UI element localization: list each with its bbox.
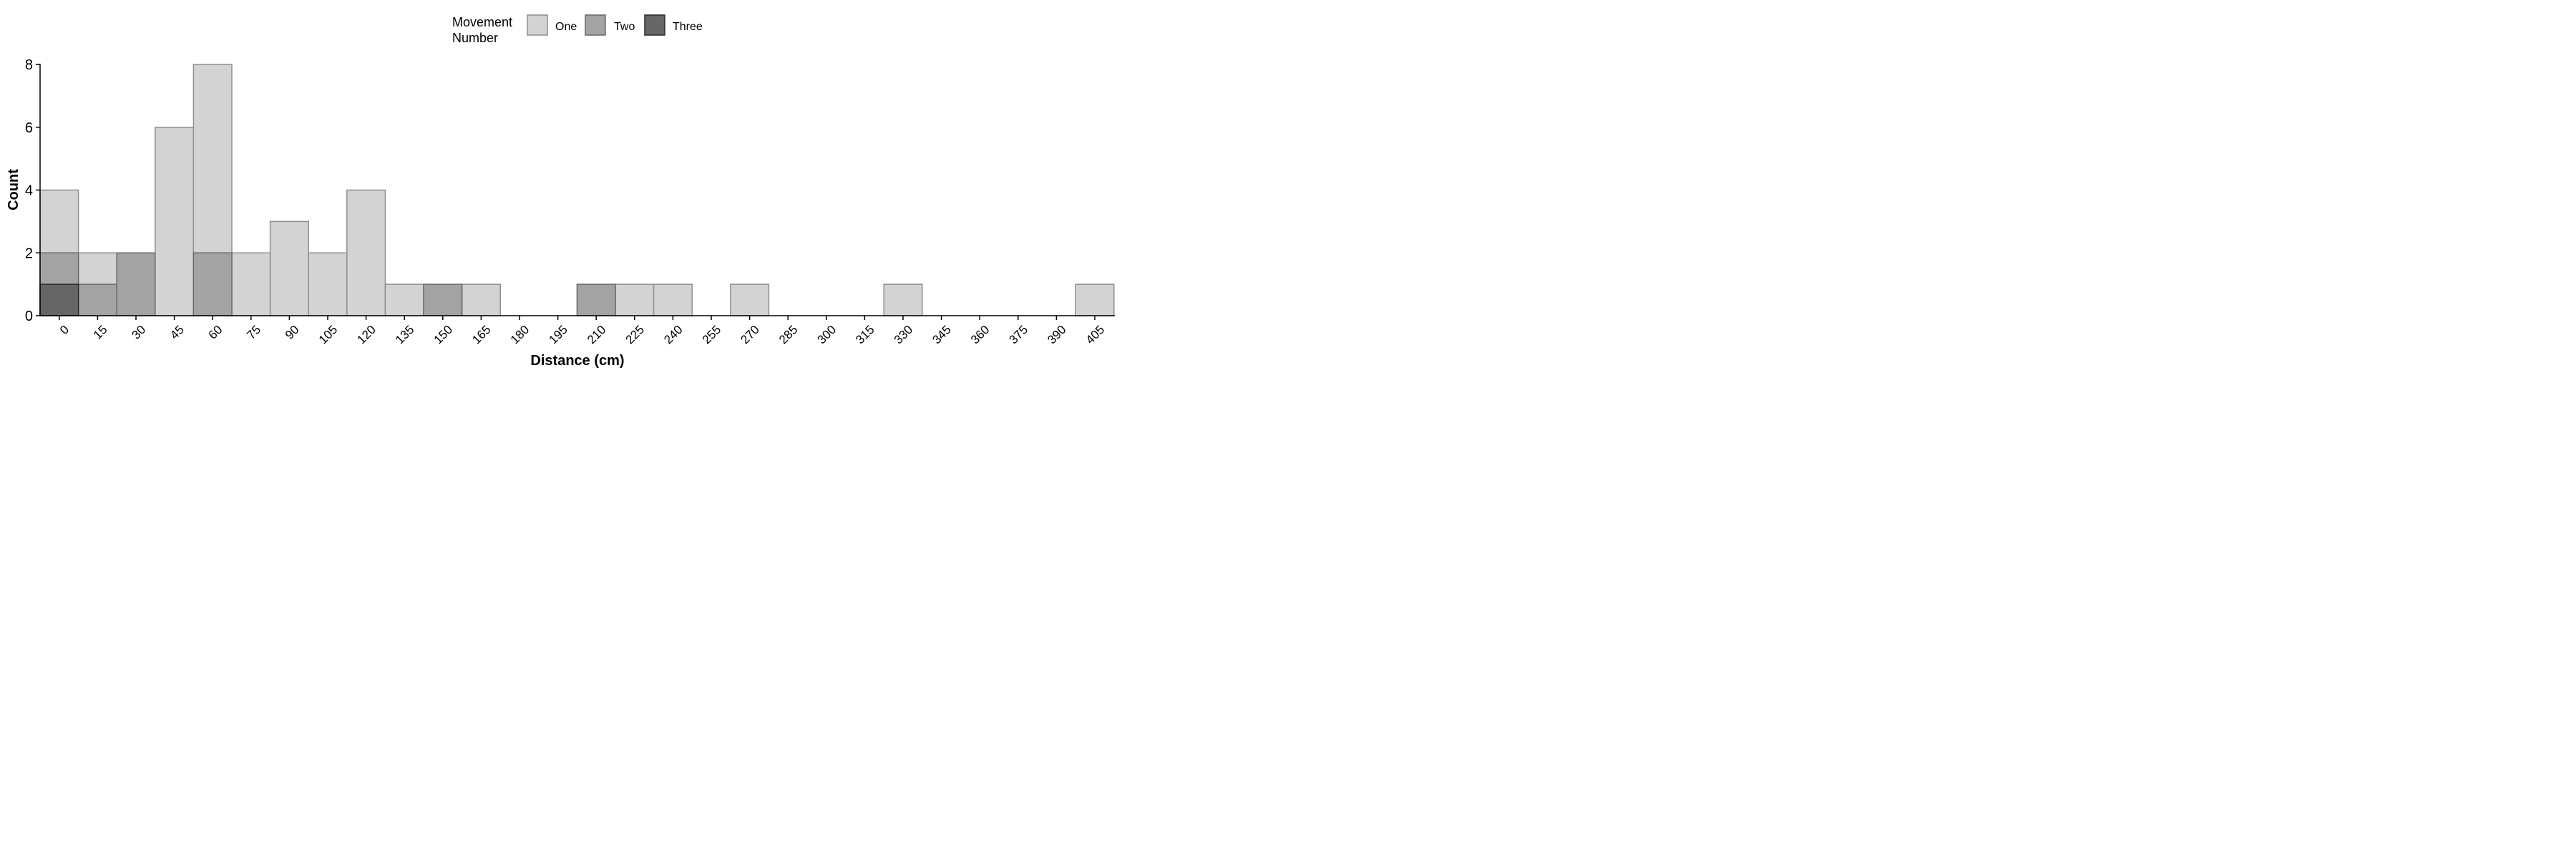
y-tick-label-4: 4 (25, 183, 33, 199)
x-tick-label-165: 165 (469, 323, 493, 346)
legend-label-three: Three (673, 21, 703, 33)
bar-one-75 (231, 252, 271, 316)
bar-two-150 (423, 283, 463, 316)
x-tick-label-15: 15 (91, 323, 110, 342)
x-tick-label-210: 210 (585, 323, 608, 346)
x-tick-label-60: 60 (206, 323, 225, 342)
legend: Movement Number One Two Three (452, 14, 703, 45)
x-tick-label-315: 315 (853, 323, 877, 346)
legend-label-two: Two (614, 21, 635, 33)
x-tick-label-300: 300 (815, 323, 839, 346)
bar-one-225 (615, 283, 655, 316)
x-tick-label-270: 270 (738, 323, 761, 346)
x-tick-label-105: 105 (316, 323, 340, 346)
chart-root: Movement Number One Two Three 0 2 4 6 8 0 15 30 45 60… (0, 0, 1120, 374)
bar-one-165 (461, 283, 501, 316)
bar-two-210 (576, 283, 616, 316)
bar-two-30 (116, 252, 156, 316)
y-tick-label-8: 8 (25, 57, 33, 73)
x-tick-label-405: 405 (1083, 323, 1107, 346)
x-tick-label-390: 390 (1045, 323, 1068, 346)
x-tick-label-75: 75 (244, 323, 263, 342)
bar-two-60 (192, 252, 233, 316)
bar-two-15 (77, 283, 117, 316)
x-tick-label-120: 120 (354, 323, 378, 346)
histogram-chart: Movement Number One Two Three 0 2 4 6 8 0 15 30 45 60… (6, 14, 1115, 369)
x-tick-label-90: 90 (283, 323, 302, 342)
bar-one-240 (653, 283, 693, 316)
x-tick-label-255: 255 (700, 323, 723, 346)
x-tick-label-135: 135 (393, 323, 416, 346)
x-tick-label-195: 195 (546, 323, 570, 346)
bar-three-0 (39, 283, 79, 316)
legend-title-line-1: Number (452, 31, 498, 45)
y-axis-label: Count (6, 169, 21, 210)
x-tick-label-45: 45 (167, 323, 187, 342)
x-tick-label-330: 330 (892, 323, 915, 346)
legend-label-one: One (555, 21, 577, 33)
bar-one-330 (883, 283, 923, 316)
x-tick-label-225: 225 (623, 323, 647, 346)
bar-one-90 (269, 220, 309, 316)
legend-key-two (585, 14, 606, 36)
bar-one-135 (384, 283, 424, 316)
legend-key-one (527, 14, 548, 36)
x-tick-label-285: 285 (776, 323, 800, 346)
x-axis-label: Distance (cm) (530, 353, 624, 369)
bar-one-120 (346, 189, 386, 316)
x-tick-label-180: 180 (508, 323, 532, 346)
x-tick-label-360: 360 (968, 323, 992, 346)
bar-one-45 (155, 127, 195, 316)
legend-title-line-0: Movement (452, 15, 512, 29)
x-tick-label-150: 150 (431, 323, 455, 346)
y-tick-label-0: 0 (25, 309, 33, 324)
x-tick-label-240: 240 (661, 323, 685, 346)
x-tick-label-0: 0 (57, 323, 72, 337)
x-tick-label-375: 375 (1007, 323, 1030, 346)
bar-one-405 (1075, 283, 1115, 316)
x-tick-label-30: 30 (129, 323, 148, 342)
bars (39, 64, 1115, 316)
bar-one-105 (308, 252, 348, 316)
legend-key-three (644, 14, 665, 36)
bar-one-270 (730, 283, 770, 316)
y-tick-label-6: 6 (25, 120, 33, 136)
y-tick-label-2: 2 (25, 246, 33, 261)
x-tick-label-345: 345 (930, 323, 953, 346)
